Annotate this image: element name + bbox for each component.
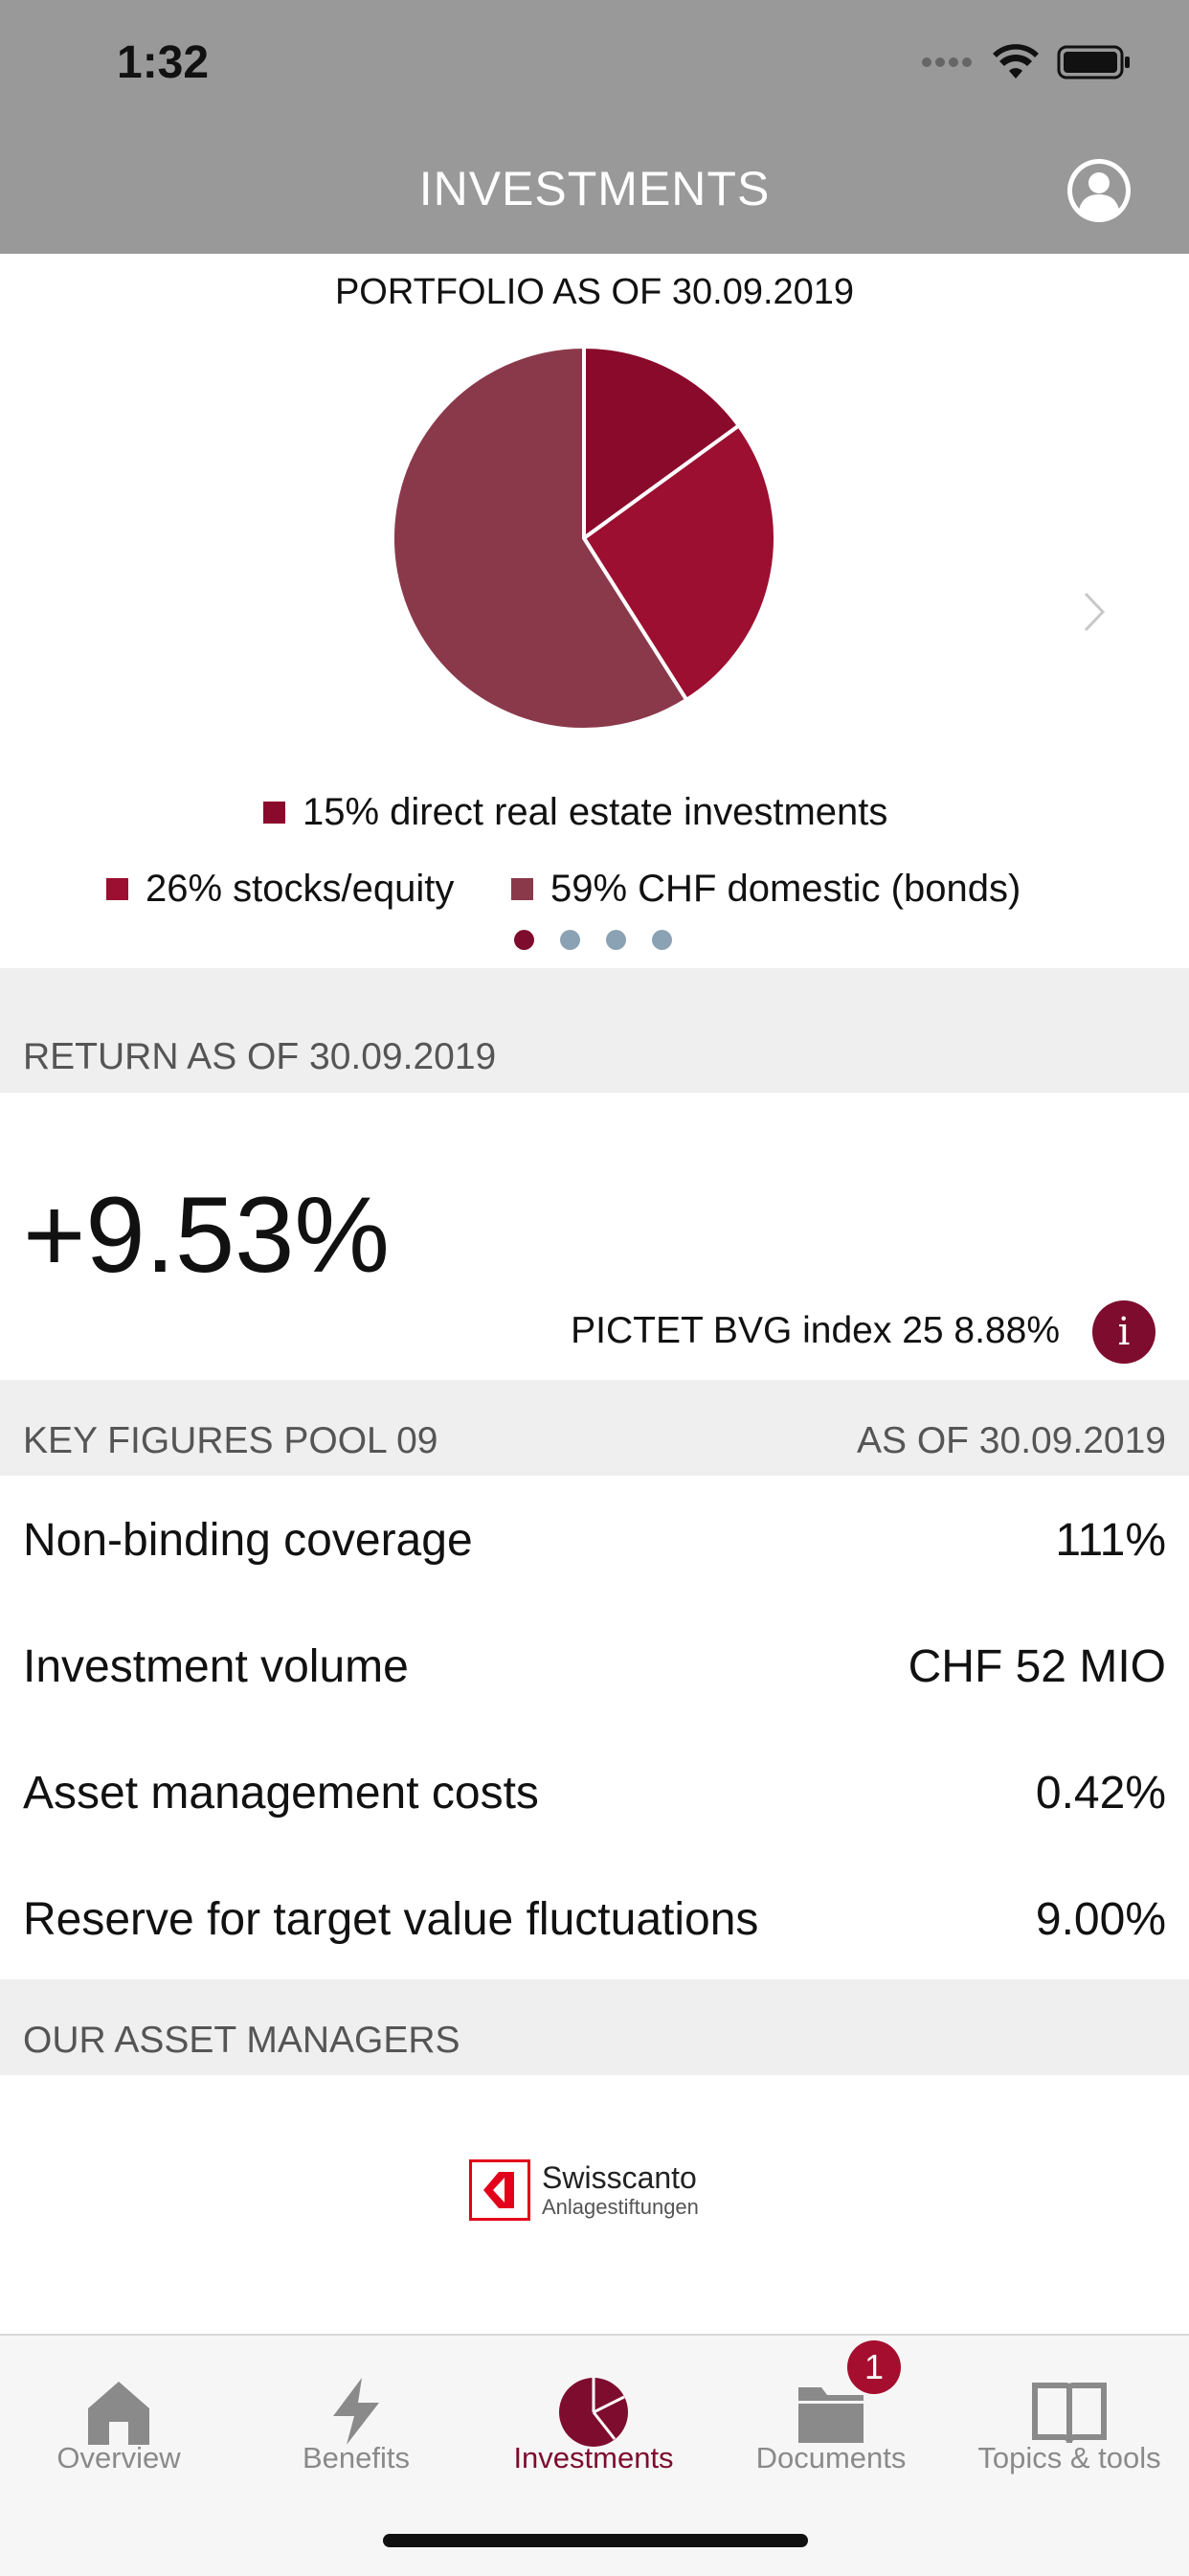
pie-slice-stocks-equity bbox=[581, 422, 777, 703]
key-figures-date: AS OF 30.09.2019 bbox=[856, 1420, 1166, 1461]
cellular-signal-icon bbox=[922, 57, 972, 67]
key-figures-title: KEY FIGURES POOL 09 bbox=[23, 1420, 438, 1461]
page-indicator[interactable] bbox=[514, 930, 672, 950]
return-section-header: RETURN AS OF 30.09.2019 bbox=[0, 968, 1189, 1093]
benchmark-label: PICTET BVG index 25 8.88% bbox=[571, 1310, 1060, 1351]
documents-badge: 1 bbox=[847, 2340, 901, 2394]
wifi-icon bbox=[993, 44, 1039, 79]
key-figure-value: 111% bbox=[1055, 1515, 1166, 1566]
swisscanto-logo-mark bbox=[469, 2159, 530, 2221]
page-dot[interactable] bbox=[560, 930, 580, 950]
key-figure-label: Investment volume bbox=[23, 1641, 409, 1692]
legend-label: 15% direct real estate investments bbox=[303, 791, 888, 833]
key-figure-value: 9.00% bbox=[1035, 1894, 1166, 1945]
tab-label: Documents bbox=[755, 2441, 907, 2474]
key-figure-row: Non-binding coverage 111% bbox=[0, 1476, 1189, 1604]
key-figure-label: Reserve for target value fluctuations bbox=[23, 1894, 759, 1945]
chevron-right-icon[interactable] bbox=[1080, 588, 1109, 636]
profile-icon[interactable] bbox=[1065, 156, 1133, 225]
legend-item: 15% direct real estate investments bbox=[263, 791, 887, 834]
logo-text: Swisscanto Anlagestiftungen bbox=[542, 2160, 699, 2219]
asset-managers-title: OUR ASSET MANAGERS bbox=[23, 2020, 460, 2061]
key-figure-value: CHF 52 MIO bbox=[908, 1641, 1166, 1692]
asset-managers-header: OUR ASSET MANAGERS bbox=[0, 1979, 1189, 2075]
tab-documents[interactable]: Documents bbox=[712, 2336, 950, 2527]
return-section-title: RETURN AS OF 30.09.2019 bbox=[23, 1036, 497, 1077]
tab-overview[interactable]: Overview bbox=[0, 2336, 237, 2527]
swisscanto-logo[interactable]: Swisscanto Anlagestiftungen bbox=[469, 2159, 699, 2221]
status-icons bbox=[921, 44, 1132, 80]
key-figure-row: Asset management costs 0.42% bbox=[0, 1729, 1189, 1857]
pie-chart-icon bbox=[559, 2378, 628, 2447]
tab-label: Topics & tools bbox=[977, 2441, 1161, 2474]
legend-swatch bbox=[511, 878, 533, 900]
page-dot[interactable] bbox=[606, 930, 626, 950]
legend-label: 26% stocks/equity bbox=[146, 868, 455, 910]
portfolio-title: PORTFOLIO AS OF 30.09.2019 bbox=[334, 272, 855, 312]
key-figure-value: 0.42% bbox=[1035, 1768, 1166, 1819]
home-indicator[interactable] bbox=[383, 2534, 808, 2547]
home-icon bbox=[88, 2382, 149, 2445]
pie-slice-chf-domestic-bonds- bbox=[391, 344, 689, 732]
pie-slice-direct-real-estate-investments bbox=[582, 344, 742, 542]
legend-item: 59% CHF domestic (bonds) bbox=[511, 868, 1021, 911]
logo-name: Swisscanto bbox=[542, 2160, 697, 2196]
folder-icon bbox=[798, 2387, 864, 2443]
key-figures-header: KEY FIGURES POOL 09 AS OF 30.09.2019 bbox=[0, 1380, 1189, 1476]
legend-label: 59% CHF domestic (bonds) bbox=[550, 868, 1021, 910]
tab-benefits[interactable]: Benefits bbox=[237, 2336, 475, 2527]
logo-subtitle: Anlagestiftungen bbox=[542, 2194, 699, 2219]
tab-topics-tools[interactable]: Topics & tools bbox=[950, 2336, 1189, 2527]
key-figure-label: Asset management costs bbox=[23, 1768, 539, 1819]
key-figure-row: Reserve for target value fluctuations 9.… bbox=[0, 1855, 1189, 1979]
tab-label: Benefits bbox=[302, 2441, 410, 2474]
return-value: +9.53% bbox=[23, 1175, 390, 1295]
legend-swatch bbox=[106, 878, 128, 900]
status-time: 1:32 bbox=[117, 37, 210, 88]
key-figure-label: Non-binding coverage bbox=[23, 1515, 473, 1566]
tab-label: Overview bbox=[56, 2441, 181, 2474]
page-dot[interactable] bbox=[514, 930, 534, 950]
book-icon bbox=[1032, 2383, 1107, 2444]
tab-label: Investments bbox=[513, 2441, 674, 2474]
legend-item: 26% stocks/equity bbox=[106, 868, 454, 911]
battery-icon bbox=[1057, 45, 1130, 79]
page-dot[interactable] bbox=[652, 930, 672, 950]
key-figure-row: Investment volume CHF 52 MIO bbox=[0, 1602, 1189, 1730]
page-title: INVESTMENTS bbox=[418, 162, 771, 215]
legend-swatch bbox=[263, 802, 285, 824]
info-icon[interactable]: i bbox=[1092, 1300, 1155, 1364]
header-bar bbox=[0, 0, 1189, 254]
tab-investments[interactable]: Investments bbox=[475, 2336, 712, 2527]
lightning-icon bbox=[333, 2378, 379, 2445]
portfolio-pie-chart bbox=[391, 344, 777, 732]
